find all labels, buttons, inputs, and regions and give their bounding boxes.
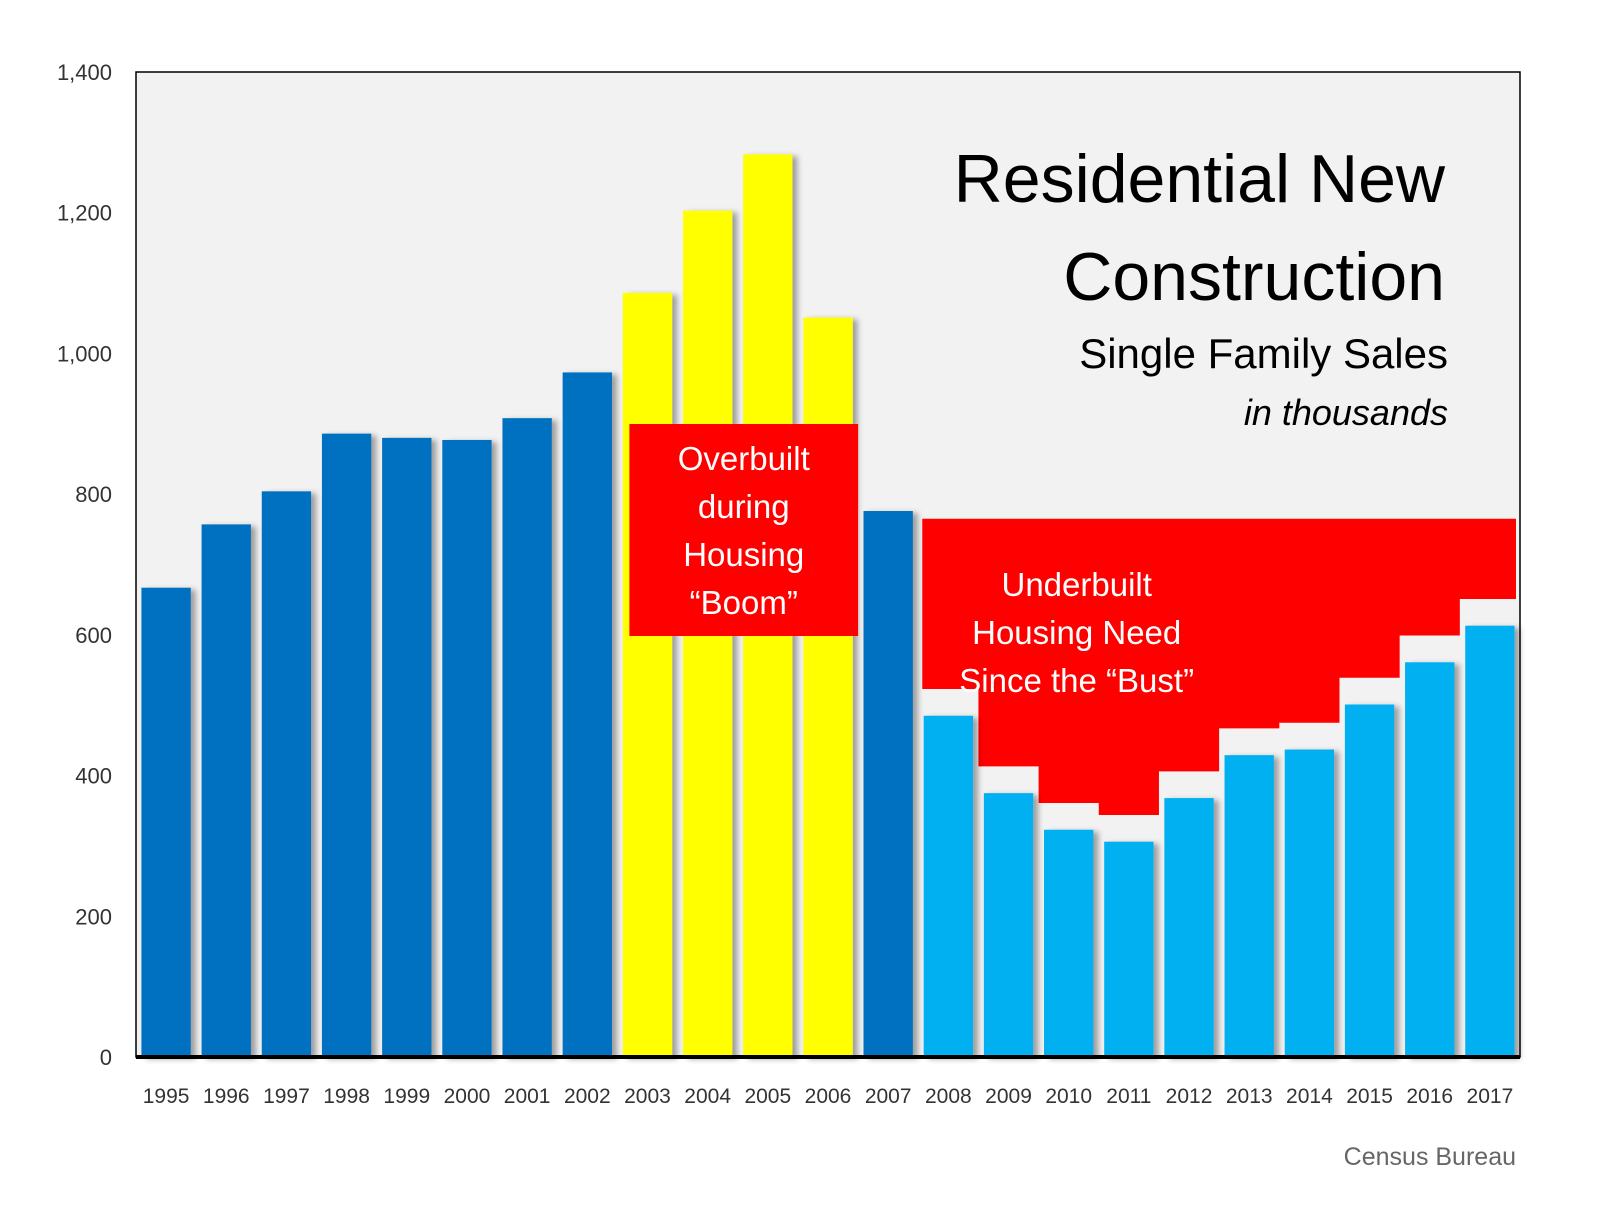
x-tick-label: 2001	[504, 1085, 551, 1108]
x-tick-label: 1997	[263, 1085, 310, 1108]
bar-2008	[923, 715, 974, 1057]
y-axis: 0 200 400 600 800 1,000 1,200 1,400	[57, 60, 112, 1070]
x-tick-label: 2000	[444, 1085, 491, 1108]
chart-subtitle: Single Family Sales	[1079, 330, 1448, 377]
x-tick-label: 2004	[684, 1085, 731, 1108]
x-tick-label: 2015	[1346, 1085, 1393, 1108]
overbuilt-label-line: “Boom”	[690, 584, 798, 621]
underbuilt-label-line: Underbuilt	[1001, 566, 1151, 603]
units-note: in thousands	[1244, 392, 1448, 433]
x-tick-label: 1999	[383, 1085, 430, 1108]
overbuilt-label-line: Overbuilt	[678, 440, 810, 477]
y-tick-label: 800	[75, 482, 112, 507]
x-tick-label: 2007	[865, 1085, 912, 1108]
bar-1995	[141, 587, 191, 1057]
bar-2014	[1284, 749, 1335, 1057]
underbuilt-region	[922, 518, 1516, 815]
bar-2015	[1344, 704, 1395, 1057]
x-tick-label: 2012	[1166, 1085, 1213, 1108]
underbuilt-annotation: Underbuilt Housing Need Since the “Bust”	[922, 518, 1516, 815]
x-tick-label: 2008	[925, 1085, 972, 1108]
x-tick-label: 1995	[143, 1085, 190, 1108]
bar-2007	[863, 511, 913, 1057]
x-tick-label: 2010	[1045, 1085, 1092, 1108]
x-tick-label: 2016	[1406, 1085, 1453, 1108]
underbuilt-label-line: Housing Need	[972, 614, 1181, 651]
bar-2012	[1164, 798, 1214, 1057]
chart-title-line1: Residential New	[954, 141, 1446, 217]
y-tick-label: 200	[75, 904, 112, 929]
overbuilt-label-line: during	[698, 488, 790, 525]
bar-2002	[562, 372, 612, 1057]
bar-1997	[261, 491, 312, 1057]
x-tick-label: 2006	[805, 1085, 852, 1108]
y-tick-label: 1,200	[57, 201, 112, 226]
y-tick-label: 0	[100, 1045, 112, 1070]
title-block: Residential New Construction Single Fami…	[954, 141, 1448, 433]
bar-2003	[622, 292, 673, 1058]
bar-series	[141, 154, 1515, 1058]
x-tick-label: 2003	[624, 1085, 671, 1108]
overbuilt-label-line: Housing	[683, 536, 804, 573]
x-tick-label: 1998	[323, 1085, 370, 1108]
bar-2010	[1044, 829, 1094, 1057]
x-tick-label: 2017	[1467, 1085, 1514, 1108]
bar-2009	[983, 793, 1034, 1057]
bar-2011	[1104, 841, 1154, 1057]
bar-2000	[442, 439, 492, 1057]
bar-1996	[201, 524, 251, 1057]
x-tick-label: 2002	[564, 1085, 611, 1108]
bar-1998	[321, 433, 372, 1057]
overbuilt-annotation: Overbuilt during Housing “Boom”	[629, 424, 859, 636]
bar-2001	[502, 418, 552, 1058]
underbuilt-label-line: Since the “Bust”	[959, 662, 1194, 699]
y-tick-label: 1,000	[57, 341, 112, 366]
y-tick-label: 600	[75, 623, 112, 648]
overbuilt-box	[629, 424, 859, 636]
bar-2016	[1405, 662, 1455, 1057]
bar-2013	[1224, 755, 1274, 1057]
y-tick-label: 1,400	[57, 60, 112, 85]
bar-1999	[382, 437, 432, 1057]
y-tick-label: 400	[75, 764, 112, 789]
x-tick-label: 2014	[1286, 1085, 1333, 1108]
x-tick-label: 2011	[1106, 1085, 1151, 1108]
bar-2017	[1465, 625, 1515, 1057]
x-tick-label: 2005	[744, 1085, 791, 1108]
x-tick-label: 2009	[985, 1085, 1032, 1108]
source-label: Census Bureau	[1344, 1143, 1516, 1171]
chart-title-line2: Construction	[1063, 239, 1445, 315]
x-axis: 1995 1996 1997 1998 1999 2000 2001 2002 2003 2004…	[143, 1085, 1514, 1108]
x-tick-label: 2013	[1226, 1085, 1273, 1108]
x-tick-label: 1996	[203, 1085, 250, 1108]
